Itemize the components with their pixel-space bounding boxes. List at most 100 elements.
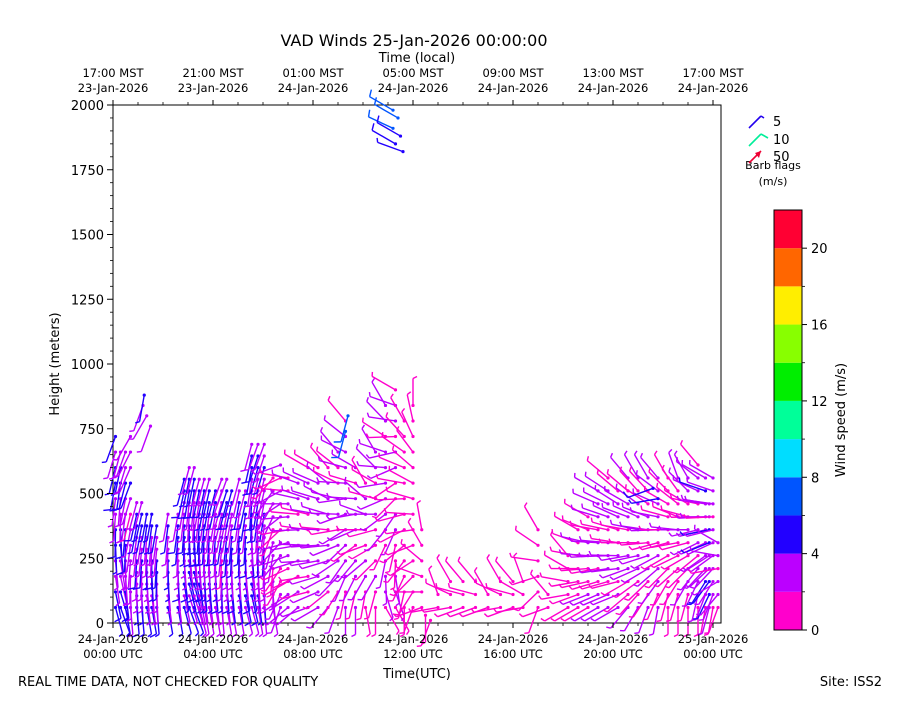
wind-barb-dot <box>256 443 259 446</box>
barb-legend-label: 50 <box>773 150 790 165</box>
wind-barb-dot <box>344 559 347 562</box>
wind-barb-feather <box>383 581 387 582</box>
wind-barb-dot <box>716 567 719 570</box>
wind-barb-dot <box>374 450 377 453</box>
wind-barb-feather <box>137 452 141 453</box>
wind-barb-dot <box>616 580 619 583</box>
wind-barb-feather <box>209 517 213 518</box>
wind-barb-feather <box>103 478 107 479</box>
wind-barb-dot <box>546 606 549 609</box>
wind-barb-dot <box>114 590 117 593</box>
wind-barb-feather <box>364 618 368 619</box>
wind-barb-dot <box>474 606 477 609</box>
wind-barb-dot <box>114 435 117 438</box>
wind-barb-dot <box>596 606 599 609</box>
wind-barb-feather <box>129 431 133 432</box>
x-tick-label-time: 08:00 UTC <box>283 647 343 661</box>
y-tick-label: 1250 <box>71 293 104 308</box>
wind-barb-dot <box>486 593 489 596</box>
wind-barb-dot <box>716 541 719 544</box>
colorbar-bin <box>774 554 802 592</box>
y-tick-label: 1750 <box>71 164 104 179</box>
wind-barb-feather <box>240 470 244 471</box>
top-axis-title: Time (local) <box>378 51 455 66</box>
wind-barb-shaft <box>130 576 131 603</box>
colorbar-bin <box>774 592 802 630</box>
wind-barb-feather <box>120 540 124 541</box>
wind-barb-dot <box>686 528 689 531</box>
wind-barb-dot <box>596 502 599 505</box>
wind-barb-feather <box>657 483 658 487</box>
wind-barb-dot <box>411 482 414 485</box>
wind-barb-dot <box>716 580 719 583</box>
wind-barb-shaft <box>125 545 126 572</box>
top-tick-label-date: 24-Jan-2026 <box>678 81 749 95</box>
wind-barb-dot <box>344 450 347 453</box>
wind-barb-dot <box>704 489 707 492</box>
wind-barb-dot <box>656 515 659 518</box>
wind-barb-feather <box>210 529 214 530</box>
colorbar-tick-label: 16 <box>811 319 828 334</box>
colorbar-bin <box>774 439 802 477</box>
wind-barb-feather <box>246 494 250 495</box>
wind-barb-dot <box>394 559 397 562</box>
wind-barb-dot <box>536 544 539 547</box>
wind-barb-feather <box>345 618 349 619</box>
wind-barb-dot <box>666 502 669 505</box>
colorbar-tick-label: 20 <box>811 242 828 257</box>
wind-barb-dot <box>686 593 689 596</box>
wind-barb-dot <box>708 580 711 583</box>
wind-barb-dot <box>704 476 707 479</box>
wind-barb-dot <box>646 580 649 583</box>
wind-barb-dot <box>536 528 539 531</box>
wind-barb-dot <box>296 590 299 593</box>
wind-barb-dot <box>686 489 689 492</box>
wind-barb-feather <box>213 505 217 506</box>
wind-barb-dot <box>449 593 452 596</box>
wind-barb-feather <box>616 484 617 488</box>
wind-barb-dot <box>686 606 689 609</box>
wind-barb-dot <box>656 567 659 570</box>
wind-barb-dot <box>411 435 414 438</box>
wind-barb-dot <box>666 606 669 609</box>
colorbar-bin <box>774 515 802 553</box>
wind-barb-dot <box>364 559 367 562</box>
wind-barb-dot <box>250 606 253 609</box>
wind-barb-dot <box>306 482 309 485</box>
wind-barb-dot <box>114 513 117 516</box>
wind-barb-dot <box>606 476 609 479</box>
wind-barb-dot <box>230 489 233 492</box>
wind-barb-feather <box>183 494 187 495</box>
wind-barb-dot <box>238 478 241 481</box>
wind-barb-dot <box>193 466 196 469</box>
y-tick-label: 2000 <box>71 99 104 114</box>
wind-barb-dot <box>676 606 679 609</box>
wind-barb-dot <box>436 593 439 596</box>
wind-barb-dot <box>711 541 714 544</box>
wind-barb-feather <box>262 569 266 570</box>
wind-barb-dot <box>250 443 253 446</box>
wind-barb-dot <box>198 478 201 481</box>
wind-barb-feather <box>324 415 325 419</box>
wind-barb-dot <box>384 544 387 547</box>
wind-barb-feather <box>228 505 232 506</box>
wind-barb-dot <box>676 567 679 570</box>
wind-barb-dot <box>626 515 629 518</box>
wind-barb-dot <box>271 541 274 544</box>
wind-barb-dot <box>606 515 609 518</box>
wind-barb-dot <box>238 501 241 504</box>
top-tick-label-date: 24-Jan-2026 <box>578 81 649 95</box>
wind-barb-dot <box>244 501 247 504</box>
wind-barb-feather <box>102 462 106 463</box>
wind-barb-feather <box>582 504 583 508</box>
wind-barb-feather <box>340 501 341 505</box>
colorbar-bin <box>774 325 802 363</box>
wind-barb-dot <box>129 544 132 547</box>
wind-barb-feather <box>251 470 255 471</box>
wind-barb-dot <box>536 575 539 578</box>
chart-title: VAD Winds 25-Jan-2026 00:00:00 <box>280 31 547 50</box>
wind-barb-dot <box>411 513 414 516</box>
wind-barb-feather <box>272 469 273 473</box>
wind-barb-dot <box>344 430 347 433</box>
wind-barb-dot <box>676 541 679 544</box>
